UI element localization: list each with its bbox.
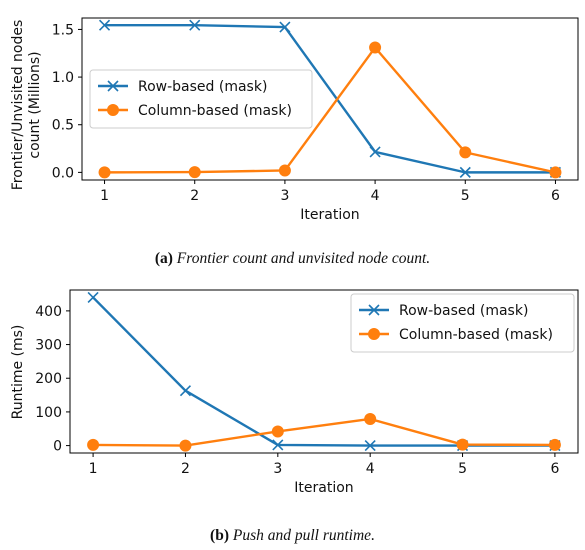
series-line <box>104 46 556 174</box>
data-point <box>179 385 192 397</box>
series-1 <box>87 412 561 452</box>
data-point <box>87 438 100 451</box>
data-point <box>188 166 201 179</box>
data-point <box>548 438 561 451</box>
data-point <box>107 80 119 92</box>
caption-a-label: (a) <box>154 250 173 267</box>
data-point <box>98 19 111 31</box>
y-tick-label: 1.0 <box>52 70 74 86</box>
data-point <box>279 21 291 33</box>
y-tick-label: 0.0 <box>52 165 74 181</box>
legend-box <box>89 69 313 129</box>
data-point <box>364 412 377 425</box>
caption-b: (b) Push and pull runtime. <box>0 527 585 545</box>
plot-frame <box>81 17 579 181</box>
y-tick-label: 400 <box>35 304 62 320</box>
data-point <box>107 104 119 116</box>
y-tick-label: 0 <box>53 439 62 455</box>
caption-b-text: Push and pull runtime. <box>232 527 375 544</box>
data-point <box>369 146 381 158</box>
x-tick-label: 3 <box>273 461 282 477</box>
data-point <box>368 304 380 316</box>
y-tick-label: 1.5 <box>52 22 74 38</box>
x-axis-label: Iteration <box>294 480 353 496</box>
data-point <box>368 328 380 340</box>
data-point <box>272 439 284 451</box>
data-point <box>271 425 284 438</box>
data-point <box>364 440 376 452</box>
y-axis-label: Runtime (ms) <box>10 325 26 420</box>
caption-a-text: Frontier count and unvisited node count. <box>176 250 431 267</box>
x-tick-label: 1 <box>89 461 98 477</box>
y-tick-label: 200 <box>35 371 62 387</box>
data-point <box>459 146 472 159</box>
data-point <box>87 291 99 303</box>
x-tick-label: 2 <box>181 461 190 477</box>
series-line <box>104 23 556 174</box>
x-tick-label: 4 <box>366 461 375 477</box>
y-axis-label: Frontier/Unvisited nodes <box>10 20 26 191</box>
y-tick-label: 0.5 <box>52 118 74 134</box>
legend: Row-based (mask) Column-based (mask) <box>89 69 313 129</box>
legend-label: Row-based (mask) <box>138 79 267 95</box>
data-point <box>179 439 192 452</box>
data-point <box>456 438 469 451</box>
caption-a: (a) Frontier count and unvisited node co… <box>0 250 585 268</box>
legend-label: Row-based (mask) <box>399 303 528 319</box>
y-axis-label: count (Millions) <box>27 51 43 158</box>
data-point <box>189 19 201 31</box>
x-tick-label: 6 <box>551 188 560 204</box>
y-tick-label: 100 <box>35 405 62 421</box>
legend-label: Column-based (mask) <box>399 327 553 343</box>
x-tick-label: 5 <box>458 461 467 477</box>
x-tick-label: 4 <box>371 188 380 204</box>
data-point <box>459 166 471 178</box>
legend: Row-based (mask) Column-based (mask) <box>350 293 575 353</box>
x-tick-label: 3 <box>280 188 289 204</box>
data-point <box>369 41 382 54</box>
series-line <box>93 417 555 447</box>
caption-b-label: (b) <box>210 527 229 544</box>
data-point <box>98 166 111 179</box>
x-tick-label: 6 <box>550 461 559 477</box>
data-point <box>549 166 562 179</box>
legend-box <box>350 293 575 353</box>
x-axis-label: Iteration <box>300 207 359 223</box>
y-tick-label: 300 <box>35 338 62 354</box>
data-point <box>278 164 291 177</box>
x-tick-label: 2 <box>190 188 199 204</box>
chart-0: 1 2 3 4 5 6 0.0 0.5 1.0 1.5 Iteration Frontier/Unvi… <box>10 17 579 223</box>
legend-label: Column-based (mask) <box>138 103 292 119</box>
x-tick-label: 5 <box>461 188 470 204</box>
chart-1: 1 2 3 4 5 6 0 100 200 300 400 Iteration Runtime (ms)… <box>10 289 579 496</box>
series-1 <box>98 41 562 179</box>
plot-frame <box>69 289 579 454</box>
x-tick-label: 1 <box>100 188 109 204</box>
